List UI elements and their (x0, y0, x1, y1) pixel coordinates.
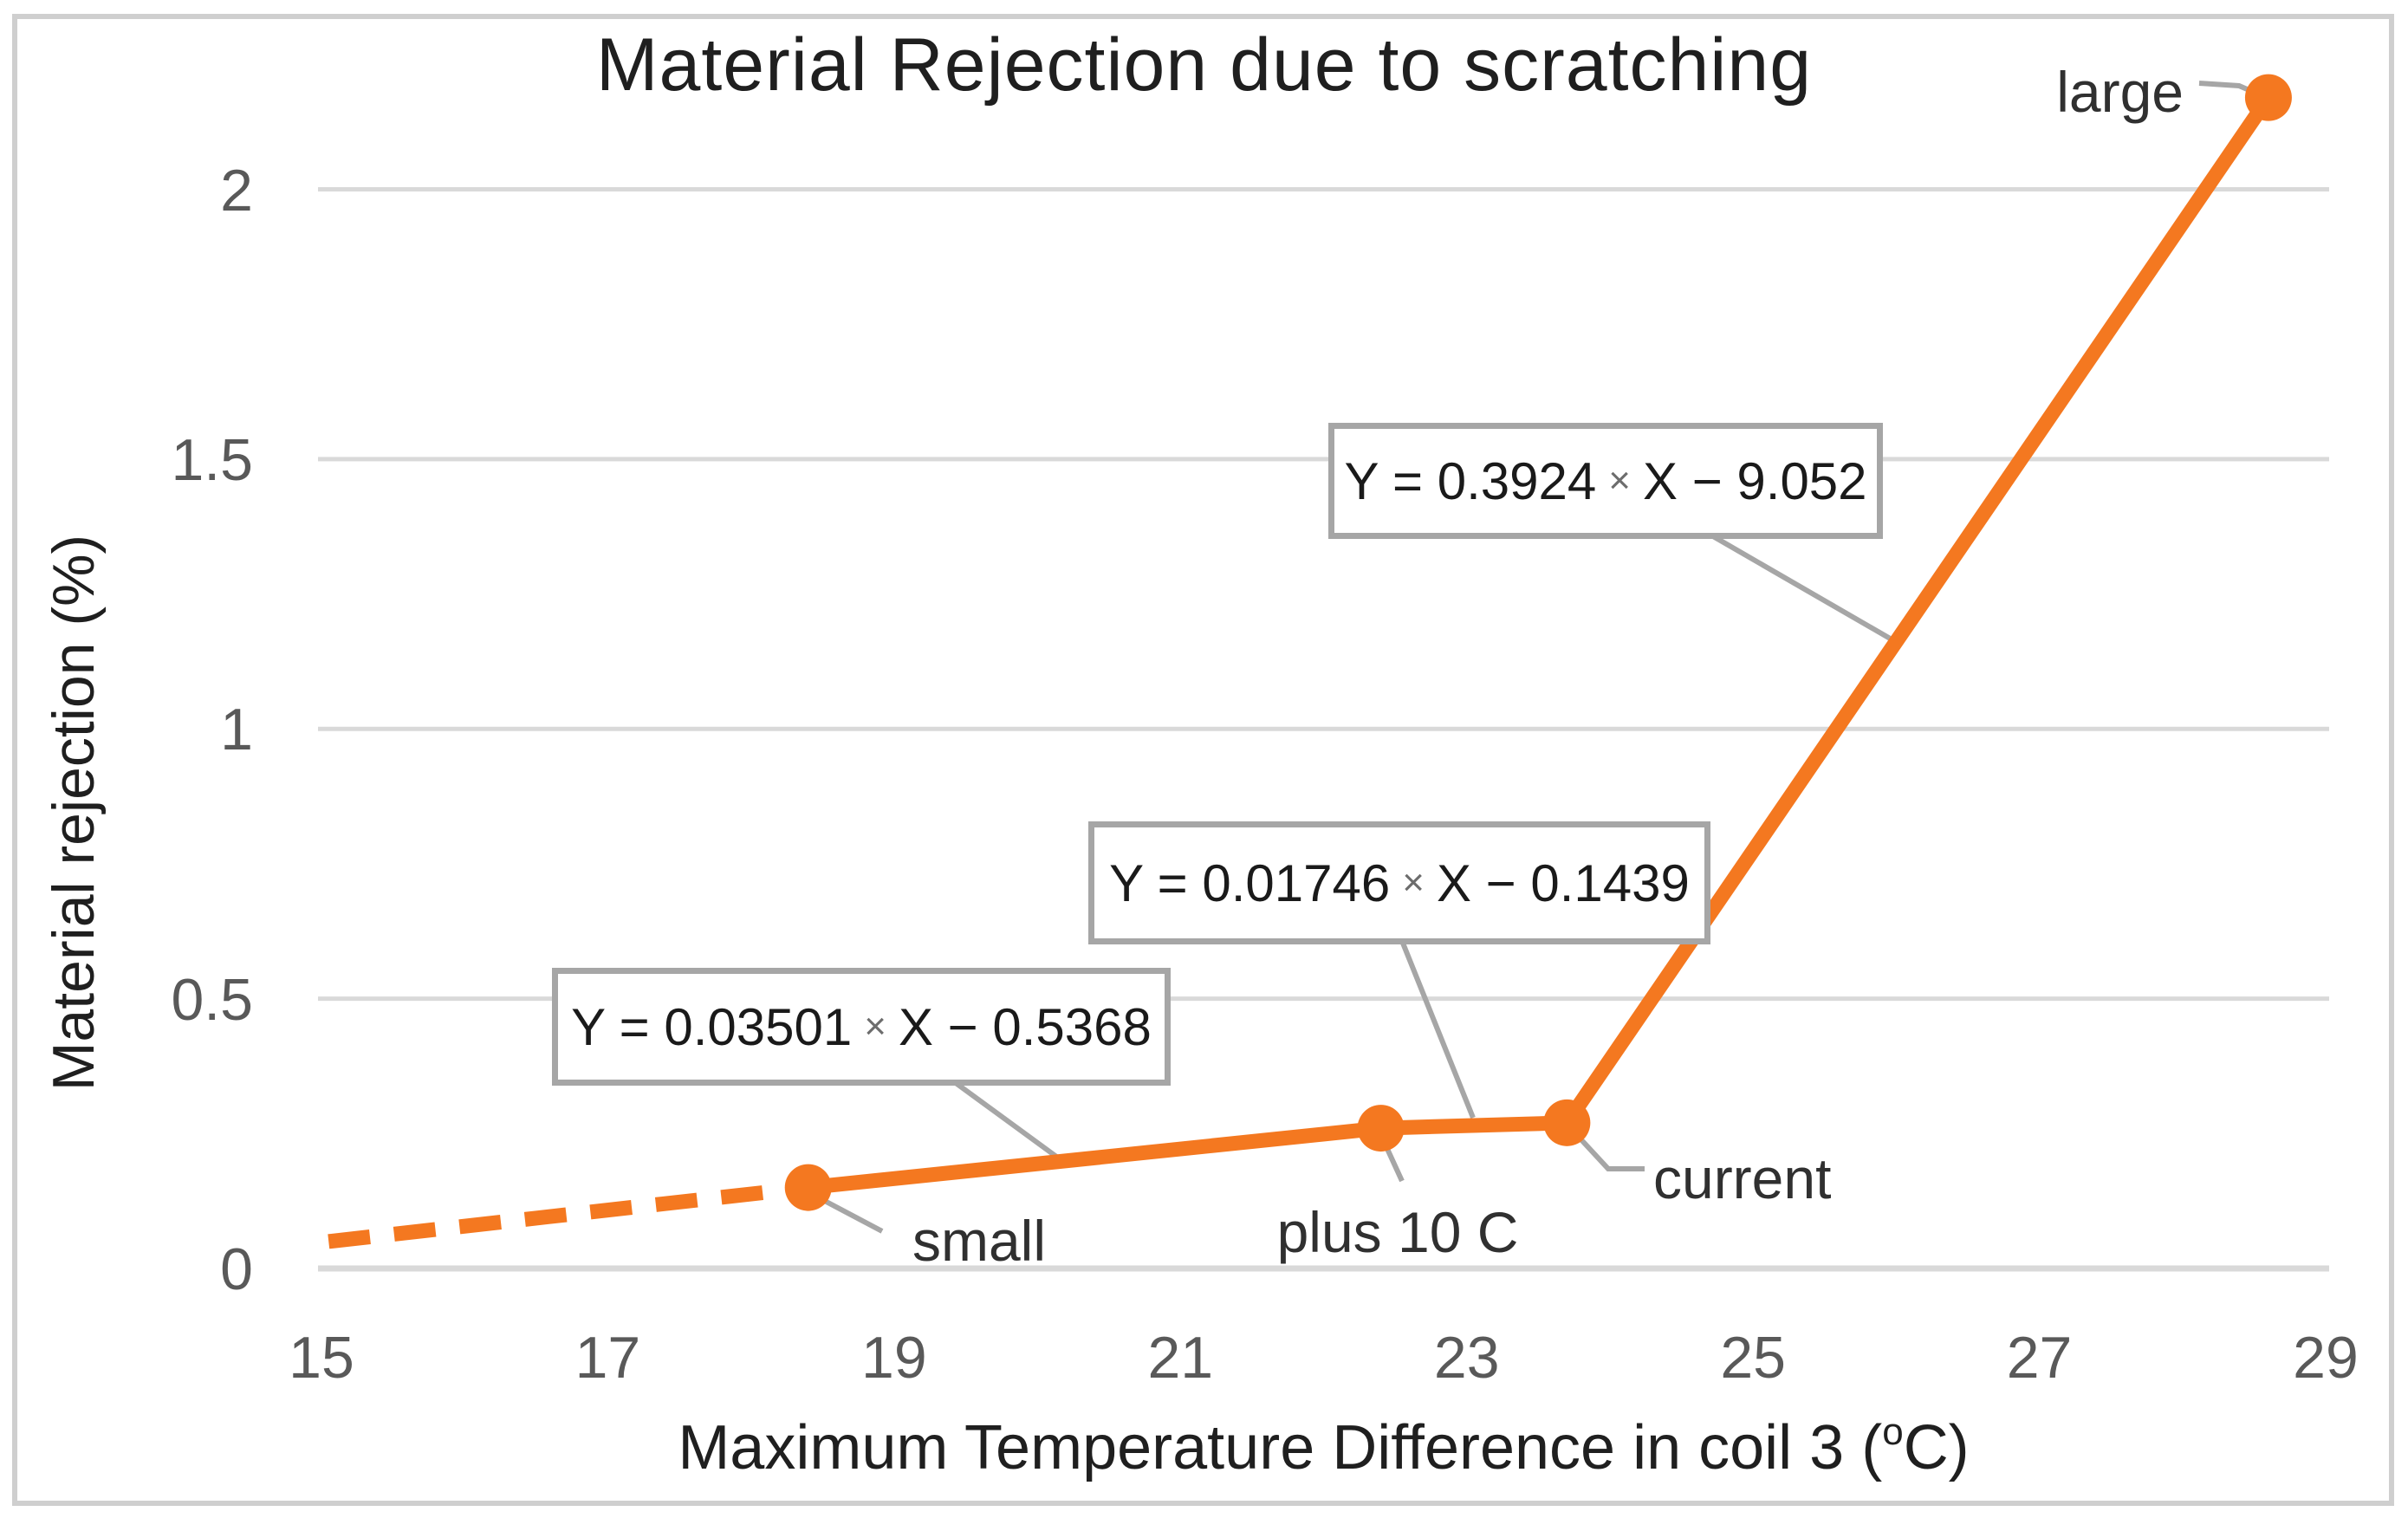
x-tick-label-29: 29 (2293, 1325, 2359, 1391)
equation-callout-3: Y = 0.3924 × X − 9.052 (1328, 423, 1883, 539)
y-tick-label-1.5: 1.5 (171, 426, 253, 493)
series-line (801, 90, 2276, 1196)
leader-line-eq3 (1695, 524, 1899, 645)
x-axis-title-degree-sup: o (1882, 1411, 1904, 1453)
equation-1-lhs: Y = 0.03501 (571, 997, 853, 1056)
point-label-small: small (912, 1209, 1046, 1273)
gridlines (318, 187, 2329, 1272)
equation-callout-1: Y = 0.03501 × X − 0.5368 (552, 968, 1171, 1086)
equation-3-rhs: X − 9.052 (1643, 451, 1867, 510)
series-material-rejection (328, 74, 2292, 1249)
y-tick-label-2: 2 (220, 157, 253, 224)
series-dashed-extension (328, 1180, 809, 1249)
equation-2-rhs: X − 0.1439 (1436, 853, 1690, 912)
x-tick-label-27: 27 (2006, 1325, 2073, 1391)
data-point-small (784, 1164, 832, 1211)
point-label-current: current (1653, 1146, 1832, 1210)
x-axis-title: Maximum Temperature Difference in coil 3… (321, 1411, 2326, 1483)
x-tick-label-15: 15 (289, 1325, 354, 1391)
callout-leader-lines (820, 81, 2265, 1234)
leader-line-eq1 (941, 1071, 1070, 1168)
x-tick-label-17: 17 (574, 1325, 641, 1391)
data-point-current (1543, 1099, 1591, 1146)
point-label-plus-10-c: plus 10 C (1276, 1200, 1519, 1264)
point-label-large: large (2056, 60, 2184, 124)
y-tick-label-1: 1 (220, 697, 253, 763)
x-tick-label-25: 25 (1720, 1325, 1786, 1391)
multiplication-sign: × (1402, 861, 1425, 904)
x-axis-title-unit: C) (1903, 1413, 1970, 1482)
data-point-plus-10-C (1357, 1105, 1405, 1152)
x-tick-label-19: 19 (861, 1325, 927, 1391)
chart-title: Material Rejection due to scratching (595, 23, 1813, 107)
multiplication-sign: × (864, 1005, 886, 1048)
equation-callout-2: Y = 0.01746 × X − 0.1439 (1088, 821, 1710, 944)
leader-line-small (820, 1197, 884, 1234)
leader-line-current (1573, 1131, 1645, 1171)
multiplication-sign: × (1608, 459, 1631, 502)
x-tick-label-23: 23 (1433, 1325, 1500, 1391)
equation-1-rhs: X − 0.5368 (898, 997, 1152, 1056)
equation-2-lhs: Y = 0.01746 (1109, 853, 1391, 912)
data-point-large (2244, 74, 2292, 121)
leader-line-eq2 (1396, 931, 1476, 1119)
x-tick-label-21: 21 (1147, 1325, 1214, 1391)
x-axis-title-text: Maximum Temperature Difference in coil 3… (678, 1413, 1883, 1482)
equation-3-lhs: Y = 0.3924 (1344, 451, 1597, 510)
y-tick-label-0.5: 0.5 (171, 966, 253, 1033)
y-tick-label-0: 0 (220, 1236, 253, 1302)
